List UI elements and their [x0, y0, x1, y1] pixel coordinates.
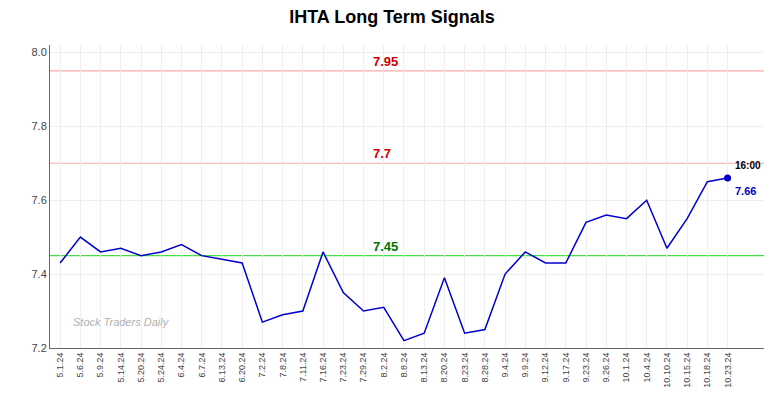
- svg-text:6.13.24: 6.13.24: [217, 353, 227, 383]
- svg-text:10.15.24: 10.15.24: [682, 353, 692, 388]
- svg-text:10.1.24: 10.1.24: [621, 353, 631, 383]
- svg-text:8.28.24: 8.28.24: [480, 353, 490, 383]
- svg-text:Stock Traders Daily: Stock Traders Daily: [73, 316, 170, 328]
- svg-text:6.7.24: 6.7.24: [197, 353, 207, 378]
- svg-text:5.1.24: 5.1.24: [55, 353, 65, 378]
- svg-text:5.20.24: 5.20.24: [136, 353, 146, 383]
- svg-text:7.16.24: 7.16.24: [318, 353, 328, 383]
- svg-text:8.13.24: 8.13.24: [419, 353, 429, 383]
- svg-text:7.8: 7.8: [32, 120, 47, 132]
- svg-text:9.17.24: 9.17.24: [561, 353, 571, 383]
- svg-text:9.4.24: 9.4.24: [500, 353, 510, 378]
- svg-text:9.9.24: 9.9.24: [520, 353, 530, 378]
- svg-text:8.20.24: 8.20.24: [439, 353, 449, 383]
- svg-text:10.10.24: 10.10.24: [662, 353, 672, 388]
- svg-text:5.14.24: 5.14.24: [116, 353, 126, 383]
- svg-text:8.0: 8.0: [32, 46, 47, 58]
- svg-text:7.23.24: 7.23.24: [338, 353, 348, 383]
- svg-text:7.11.24: 7.11.24: [298, 353, 308, 382]
- svg-text:10.23.24: 10.23.24: [723, 353, 733, 388]
- svg-text:8.2.24: 8.2.24: [379, 353, 389, 378]
- svg-text:7.29.24: 7.29.24: [358, 353, 368, 383]
- svg-text:6.20.24: 6.20.24: [237, 353, 247, 383]
- svg-text:8.23.24: 8.23.24: [460, 353, 470, 383]
- svg-text:7.2.24: 7.2.24: [257, 353, 267, 378]
- svg-text:16:00: 16:00: [735, 160, 761, 171]
- svg-text:7.4: 7.4: [32, 268, 47, 280]
- svg-text:10.18.24: 10.18.24: [702, 353, 712, 388]
- svg-text:7.45: 7.45: [373, 239, 398, 254]
- svg-text:9.23.24: 9.23.24: [581, 353, 591, 383]
- svg-text:6.4.24: 6.4.24: [176, 353, 186, 378]
- svg-text:8.8.24: 8.8.24: [399, 353, 409, 378]
- svg-text:7.66: 7.66: [735, 185, 756, 197]
- svg-text:5.6.24: 5.6.24: [75, 353, 85, 378]
- svg-text:9.26.24: 9.26.24: [601, 353, 611, 383]
- svg-text:IHTA Long Term Signals: IHTA Long Term Signals: [289, 7, 495, 27]
- svg-text:7.7: 7.7: [373, 146, 391, 161]
- svg-text:5.24.24: 5.24.24: [156, 353, 166, 383]
- svg-text:7.8.24: 7.8.24: [278, 353, 288, 378]
- svg-text:9.12.24: 9.12.24: [540, 353, 550, 383]
- svg-text:5.9.24: 5.9.24: [95, 353, 105, 378]
- svg-text:7.95: 7.95: [373, 54, 398, 69]
- svg-text:7.2: 7.2: [32, 342, 47, 354]
- svg-text:7.6: 7.6: [32, 194, 47, 206]
- svg-text:10.4.24: 10.4.24: [642, 353, 652, 383]
